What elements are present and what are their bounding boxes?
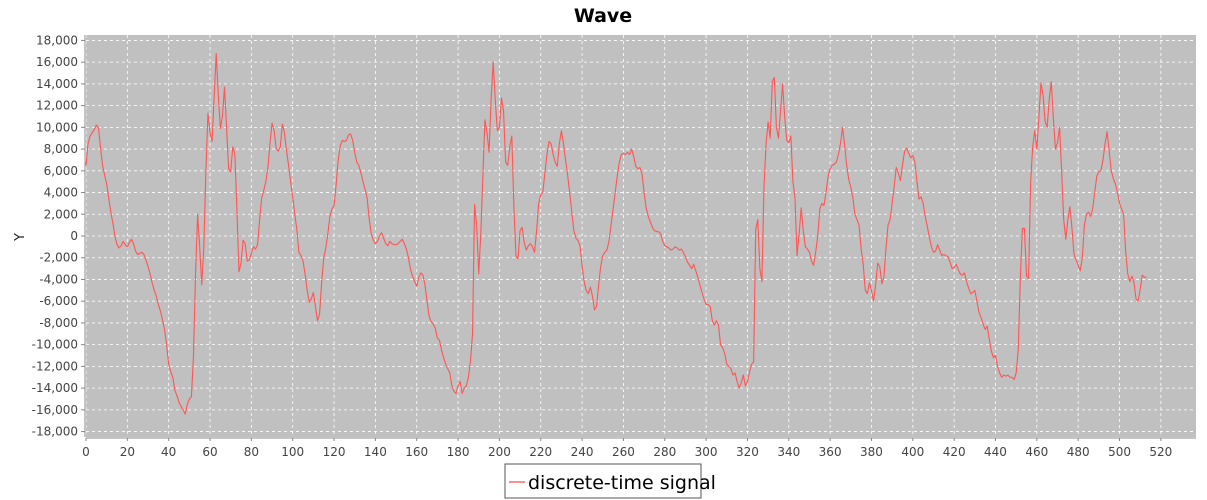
- x-tick-label: 300: [695, 445, 718, 459]
- y-tick-label: 8,000: [44, 142, 78, 156]
- x-tick-label: 100: [281, 445, 304, 459]
- legend-label: discrete-time signal: [528, 472, 716, 494]
- x-tick-label: 480: [1067, 445, 1090, 459]
- chart-title: Wave: [574, 5, 632, 27]
- y-tick-label: 6,000: [44, 164, 78, 178]
- y-tick-label: -8,000: [39, 316, 78, 330]
- x-tick-label: 80: [244, 445, 259, 459]
- x-tick-label: 220: [529, 445, 552, 459]
- x-tick-label: 60: [202, 445, 217, 459]
- y-tick-label: -16,000: [32, 403, 78, 417]
- y-tick-label: -18,000: [32, 425, 78, 439]
- x-tick-label: 460: [1025, 445, 1048, 459]
- x-tick-label: 340: [777, 445, 800, 459]
- x-tick-label: 520: [1149, 445, 1172, 459]
- y-tick-label: 10,000: [36, 120, 78, 134]
- y-axis-label: Y: [13, 233, 28, 242]
- legend-box: [504, 463, 702, 499]
- y-tick-label: 12,000: [36, 99, 78, 113]
- x-tick-label: 0: [82, 445, 90, 459]
- y-tick-label: 16,000: [36, 55, 78, 69]
- x-tick-label: 440: [984, 445, 1007, 459]
- series-line: [85, 52, 1147, 415]
- x-tick-label: 280: [653, 445, 676, 459]
- y-tick-label: -10,000: [32, 338, 78, 352]
- y-tick-label: 18,000: [36, 33, 78, 47]
- x-tick-label: 260: [612, 445, 635, 459]
- x-tick-label: 500: [1108, 445, 1131, 459]
- y-tick-label: 4,000: [44, 186, 78, 200]
- x-tick-label: 120: [323, 445, 346, 459]
- y-tick-label: 2,000: [44, 207, 78, 221]
- x-tick-label: 200: [488, 445, 511, 459]
- x-tick-label: 360: [819, 445, 842, 459]
- y-tick-label: 0: [70, 229, 78, 243]
- x-tick-label: 380: [860, 445, 883, 459]
- y-tick-label: -2,000: [39, 251, 78, 265]
- x-tick-label: 20: [120, 445, 135, 459]
- legend: discrete-time signal: [504, 463, 716, 499]
- y-tick-label: -4,000: [39, 272, 78, 286]
- x-tick-label: 320: [736, 445, 759, 459]
- x-tick-label: 400: [901, 445, 924, 459]
- gridlines: [85, 35, 1196, 437]
- y-tick-label: -14,000: [32, 381, 78, 395]
- x-tick-label: 40: [161, 445, 176, 459]
- x-tick-label: 180: [447, 445, 470, 459]
- y-tick-label: -12,000: [32, 359, 78, 373]
- series-layer: [85, 52, 1147, 415]
- y-axis-ticks: -18,000 -16,000 -14,000 -12,000 -10,000 -8,00…: [32, 33, 85, 439]
- x-tick-label: 160: [405, 445, 428, 459]
- x-tick-label: 420: [943, 445, 966, 459]
- y-tick-label: -6,000: [39, 294, 78, 308]
- x-axis-ticks: 0 20 40 60 80 100 120 140 160 180 200 220 240 260 280 3…: [82, 438, 1172, 459]
- x-tick-label: 140: [364, 445, 387, 459]
- y-tick-label: 14,000: [36, 77, 78, 91]
- x-tick-label: 240: [571, 445, 594, 459]
